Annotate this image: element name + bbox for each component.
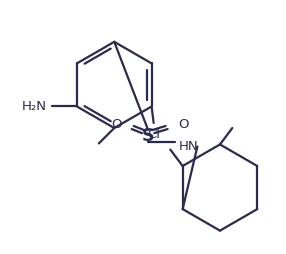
Text: O: O: [111, 118, 122, 132]
Text: S: S: [142, 127, 154, 145]
Text: HN: HN: [179, 140, 198, 153]
Text: O: O: [178, 118, 188, 132]
Text: Cl: Cl: [147, 128, 160, 141]
Text: H₂N: H₂N: [22, 100, 47, 113]
